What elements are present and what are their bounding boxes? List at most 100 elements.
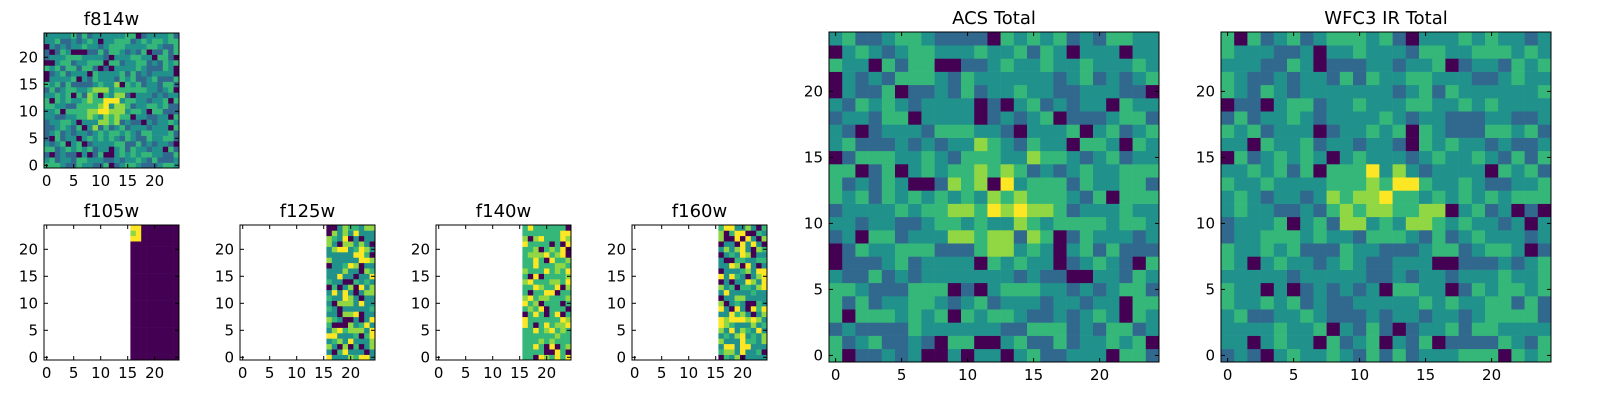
heatmap-cell xyxy=(855,335,869,350)
heatmap-cell xyxy=(1432,203,1446,218)
heatmap-cell xyxy=(130,146,137,153)
heatmap-cell xyxy=(1485,230,1499,244)
heatmap-cell xyxy=(1313,230,1327,244)
heatmap-cell xyxy=(135,162,142,169)
heatmap-cell xyxy=(358,322,365,328)
heatmap-cell xyxy=(740,306,746,312)
heatmap-cell xyxy=(152,349,158,355)
heatmap-cell xyxy=(168,333,174,339)
heatmap-cell xyxy=(1498,58,1512,72)
heatmap-cell xyxy=(1405,282,1420,297)
heatmap-cell xyxy=(974,230,988,244)
heatmap-cell xyxy=(1093,296,1107,310)
heatmap-cell xyxy=(168,338,174,345)
heatmap-cell xyxy=(353,306,360,312)
heatmap-cell xyxy=(65,119,72,126)
heatmap-cell xyxy=(868,282,883,297)
heatmap-cell xyxy=(135,230,142,237)
heatmap-cell xyxy=(756,241,762,247)
heatmap-cell xyxy=(1119,124,1133,138)
heatmap-cell xyxy=(1432,269,1446,284)
heatmap-cell xyxy=(734,338,741,345)
heatmap-cell xyxy=(173,33,180,39)
heatmap-cell xyxy=(1079,282,1094,297)
heatmap-cell xyxy=(1537,269,1552,284)
heatmap-cell xyxy=(750,235,757,242)
heatmap-cell xyxy=(369,306,376,312)
heatmap-cell xyxy=(348,333,354,339)
heatmap-cell xyxy=(54,49,61,55)
heatmap-cell xyxy=(734,343,741,350)
heatmap-cell xyxy=(81,49,88,55)
heatmap-cell xyxy=(1300,98,1314,112)
heatmap-cell xyxy=(1419,150,1433,165)
heatmap-cell xyxy=(934,230,949,244)
heatmap-cell xyxy=(103,54,110,61)
heatmap-cell xyxy=(895,309,909,323)
heatmap-cell xyxy=(729,333,735,339)
heatmap-cell xyxy=(1379,177,1393,191)
heatmap-cell xyxy=(1326,243,1341,257)
heatmap-cell xyxy=(554,268,561,274)
heatmap-cell xyxy=(353,230,360,237)
heatmap-cell xyxy=(1066,322,1081,336)
heatmap-cell xyxy=(1392,177,1407,191)
x-tick-label: 15 xyxy=(706,364,725,382)
heatmap-cell xyxy=(560,246,566,253)
heatmap-cell xyxy=(130,300,137,307)
heatmap-cell xyxy=(1313,322,1327,336)
heatmap-cell xyxy=(173,92,180,99)
heatmap-cell xyxy=(549,262,556,269)
heatmap-cell xyxy=(1260,32,1275,46)
heatmap-cell xyxy=(337,279,343,285)
heatmap-cell xyxy=(342,333,349,339)
heatmap-cell xyxy=(549,316,556,323)
heatmap-cell xyxy=(1027,203,1041,218)
heatmap-cell xyxy=(146,235,153,242)
heatmap-cell xyxy=(1119,137,1133,152)
heatmap-cell xyxy=(921,348,935,363)
heatmap-cell xyxy=(1053,137,1067,152)
heatmap-cell xyxy=(554,235,561,242)
heatmap-cell xyxy=(146,70,153,77)
heatmap-cell xyxy=(135,262,142,269)
heatmap-cell xyxy=(71,60,77,66)
heatmap-cell xyxy=(92,87,99,93)
heatmap-cell xyxy=(331,284,338,291)
heatmap-cell xyxy=(141,333,147,339)
heatmap-cell xyxy=(1313,282,1327,297)
heatmap-cell xyxy=(162,76,169,82)
heatmap-cell xyxy=(135,235,142,242)
heatmap-cell xyxy=(337,327,343,334)
heatmap-cell xyxy=(81,124,88,131)
heatmap-cell xyxy=(1353,71,1367,86)
heatmap-cell xyxy=(750,327,757,334)
heatmap-cell xyxy=(974,177,988,191)
heatmap-cell xyxy=(1053,309,1067,323)
heatmap-cell xyxy=(527,333,534,339)
heatmap-cell xyxy=(157,241,164,247)
heatmap-cell xyxy=(868,137,883,152)
heatmap-cell xyxy=(1234,58,1248,72)
x-tick-label: 0 xyxy=(1223,366,1233,384)
heatmap-cell xyxy=(1498,84,1512,99)
heatmap-cell xyxy=(1326,348,1341,363)
heatmap-cell xyxy=(1053,98,1067,112)
heatmap-cell xyxy=(1145,282,1160,297)
heatmap-cell xyxy=(54,54,61,61)
heatmap-cell xyxy=(141,230,147,237)
heatmap-cell xyxy=(1066,71,1081,86)
heatmap-cell xyxy=(1079,45,1094,59)
heatmap-cell xyxy=(1326,322,1341,336)
heatmap-cell xyxy=(881,32,896,46)
x-tick-label: 0 xyxy=(42,172,52,190)
heatmap-cell xyxy=(1458,230,1473,244)
heatmap-cell xyxy=(162,327,169,334)
heatmap-cell xyxy=(538,316,545,323)
heatmap-cell xyxy=(538,333,545,339)
heatmap-cell xyxy=(71,81,77,88)
heatmap-cell xyxy=(130,225,137,231)
heatmap-cell xyxy=(1287,111,1301,125)
heatmap-cell xyxy=(1392,124,1407,138)
heatmap-cell xyxy=(114,135,120,142)
